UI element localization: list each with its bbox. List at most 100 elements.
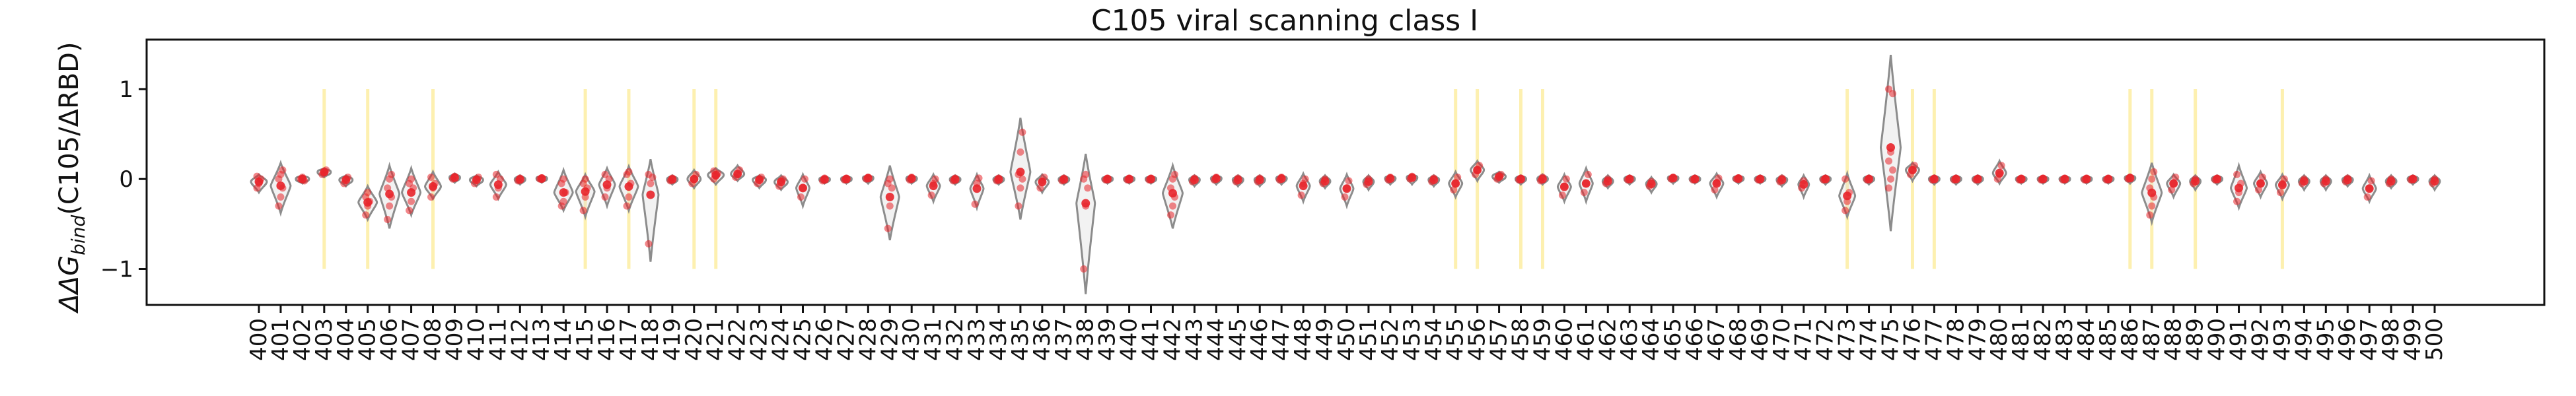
point-418-0	[645, 240, 653, 248]
x-tick-label: 408	[420, 318, 447, 361]
x-tick-label: 418	[637, 318, 664, 361]
point-411-3	[492, 170, 500, 178]
point-408-0	[427, 193, 435, 201]
center-point-428	[863, 174, 873, 183]
x-tick-label: 406	[376, 318, 403, 361]
x-tick-label: 404	[333, 318, 359, 361]
center-point-469	[1756, 174, 1765, 183]
center-point-455	[1451, 179, 1460, 188]
x-tick-label: 461	[1573, 318, 1599, 361]
center-point-436	[1038, 178, 1047, 187]
x-tick-label: 425	[790, 318, 816, 361]
center-point-435	[1016, 168, 1025, 177]
violins	[250, 55, 2441, 294]
center-point-414	[559, 188, 568, 197]
center-point-465	[1668, 174, 1678, 183]
point-429-0	[884, 224, 892, 232]
point-491-0	[2233, 197, 2241, 205]
point-460-2	[1562, 175, 1570, 183]
center-point-408	[429, 182, 438, 191]
point-438-0	[1080, 265, 1088, 273]
center-point-482	[2038, 174, 2048, 183]
point-417-1	[625, 193, 633, 201]
x-tick-label: 497	[2356, 318, 2382, 361]
x-tick-label: 462	[1594, 318, 1621, 361]
x-tick-label: 443	[1181, 318, 1207, 361]
x-tick-label: 450	[1334, 318, 1360, 361]
x-tick-label: 437	[1051, 318, 1077, 361]
point-473-3	[1842, 175, 1849, 183]
point-435-4	[1017, 148, 1024, 156]
point-414-4	[559, 175, 567, 183]
point-461-0	[1580, 189, 1588, 197]
point-488-2	[2172, 173, 2180, 181]
x-tick-label: 436	[1029, 318, 1055, 361]
point-431-2	[931, 175, 939, 183]
point-433-0	[971, 200, 979, 208]
x-tick-label: 427	[833, 318, 859, 361]
center-point-454	[1429, 176, 1439, 185]
center-point-468	[1734, 174, 1743, 183]
center-point-403	[320, 168, 329, 177]
x-tick-label: 479	[1964, 318, 1991, 361]
center-point-445	[1233, 176, 1242, 185]
center-point-416	[602, 180, 612, 189]
x-tick-label: 455	[1443, 318, 1469, 361]
center-point-441	[1147, 174, 1156, 183]
point-407-1	[408, 197, 415, 205]
x-tick-label: 466	[1682, 318, 1708, 361]
x-tick-label: 419	[659, 318, 686, 361]
x-tick-label: 463	[1616, 318, 1643, 361]
x-tick-label: 465	[1660, 318, 1686, 361]
x-tick-label: 459	[1529, 318, 1556, 361]
point-407-4	[408, 175, 415, 183]
point-448-0	[1297, 191, 1305, 199]
point-435-5	[1019, 128, 1026, 136]
point-455-0	[1450, 186, 1458, 194]
x-tick-label: 495	[2312, 318, 2339, 361]
point-406-0	[384, 216, 392, 224]
point-448-2	[1301, 175, 1309, 183]
center-point-401	[276, 181, 285, 190]
x-tick-label: 454	[1421, 318, 1447, 361]
x-tick-label: 453	[1399, 318, 1425, 361]
point-487-1	[2148, 202, 2156, 210]
y-axis-label-main: ΔΔG	[54, 255, 85, 314]
point-405-4	[364, 189, 372, 197]
point-467-0	[1711, 186, 1719, 194]
x-tick-label: 473	[1834, 318, 1861, 361]
x-tick-label: 481	[2008, 318, 2034, 361]
center-point-446	[1255, 176, 1264, 185]
svg-text:ΔΔGbind(C105/ΔRBD): ΔΔGbind(C105/ΔRBD)	[54, 42, 89, 314]
center-point-447	[1277, 174, 1286, 183]
center-point-497	[2365, 184, 2374, 193]
x-tick-label: 409	[441, 318, 468, 361]
center-point-440	[1125, 174, 1134, 183]
center-point-483	[2060, 174, 2069, 183]
x-tick-label: 468	[1725, 318, 1752, 361]
y-tick-label: −1	[100, 256, 133, 282]
point-401-0	[275, 202, 283, 210]
x-tick-label: 485	[2095, 318, 2122, 361]
point-491-3	[2233, 170, 2241, 178]
center-point-480	[1995, 168, 2004, 178]
center-point-500	[2430, 177, 2439, 186]
center-point-409	[450, 173, 459, 182]
y-tick-label: 1	[119, 77, 133, 103]
x-tick-label: 442	[1159, 318, 1186, 361]
point-475-2	[1889, 166, 1896, 174]
x-tick-label: 480	[1986, 318, 2013, 361]
point-417-0	[623, 202, 631, 210]
center-point-427	[841, 174, 851, 183]
x-tick-label: 483	[2052, 318, 2078, 361]
x-tick-label: 448	[1290, 318, 1316, 361]
point-438-2	[1084, 184, 1092, 192]
point-401-1	[277, 193, 285, 201]
point-418-3	[645, 170, 653, 178]
center-point-405	[363, 198, 373, 207]
x-tick-label: 464	[1638, 318, 1664, 361]
point-435-1	[1017, 184, 1024, 192]
point-450-0	[1341, 193, 1349, 201]
center-point-476	[1908, 166, 1917, 175]
x-tick-label: 484	[2073, 318, 2100, 361]
